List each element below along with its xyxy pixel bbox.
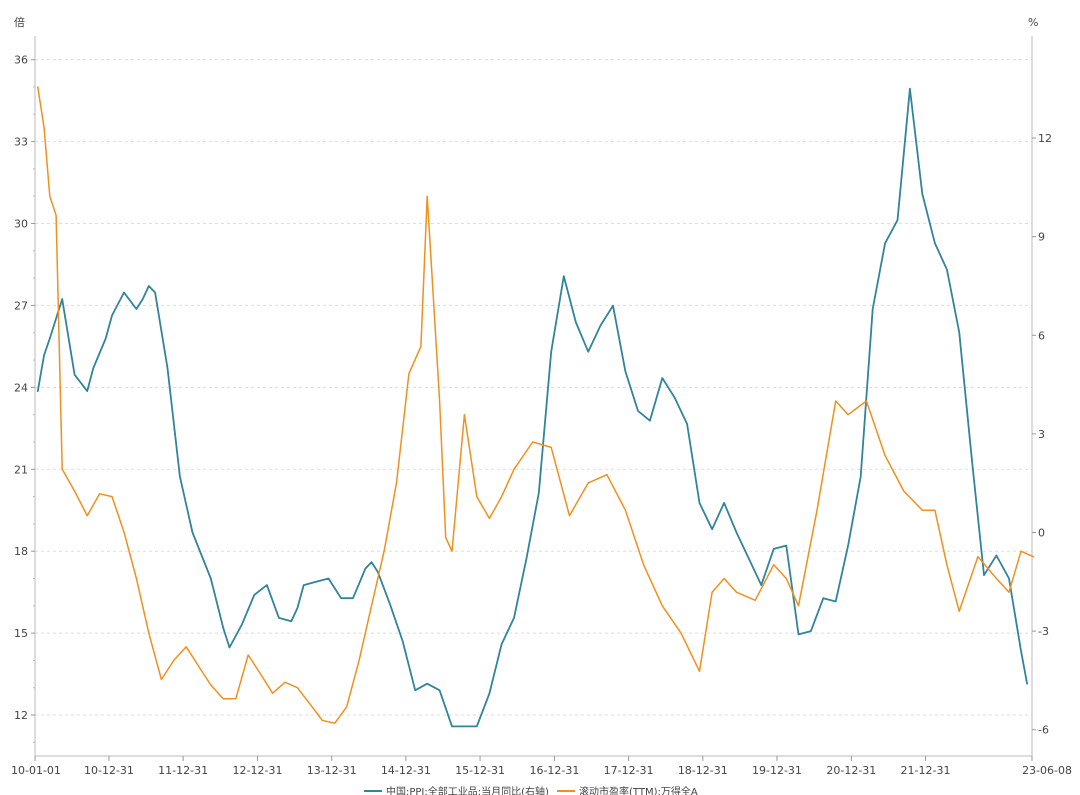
x-tick-label: 21-12-31 <box>901 764 951 777</box>
x-tick-label: 10-12-31 <box>84 764 134 777</box>
y-right-tick-label: -6 <box>1038 724 1049 737</box>
x-tick-label: 13-12-31 <box>307 764 357 777</box>
y-right-tick-label: 12 <box>1038 132 1052 145</box>
series-line-pe <box>37 86 1035 724</box>
x-tick-label: 15-12-31 <box>455 764 505 777</box>
y-right-tick-label: 3 <box>1038 428 1045 441</box>
series-line-ppi <box>36 87 1028 728</box>
y-left-tick-label: 24 <box>14 381 28 394</box>
x-tick-label: 12-12-31 <box>233 764 283 777</box>
y-right-tick-label: -3 <box>1038 625 1049 638</box>
x-tick-label: 23-06-08 <box>1022 764 1072 777</box>
x-tick-label: 17-12-31 <box>604 764 654 777</box>
y-left-tick-label: 15 <box>14 627 28 640</box>
right-axis-unit: % <box>1028 16 1038 29</box>
x-tick-label: 20-12-31 <box>826 764 876 777</box>
legend-label-pe: 滚动市盈率(TTM):万得全A <box>579 785 698 795</box>
grid <box>35 59 1032 716</box>
y-left-tick-label: 33 <box>14 136 28 149</box>
y-right-tick-label: 0 <box>1038 526 1045 539</box>
y-left-tick-label: 36 <box>14 54 28 67</box>
x-tick-label: 19-12-31 <box>752 764 802 777</box>
x-tick-label: 11-12-31 <box>158 764 208 777</box>
y-right-tick-label: 9 <box>1038 231 1045 244</box>
y-left-tick-label: 30 <box>14 218 28 231</box>
legend: 中国:PPI:全部工业品:当月同比(右轴) 滚动市盈率(TTM):万得全A <box>364 785 698 795</box>
x-tick-label: 10-01-01 <box>11 764 61 777</box>
x-tick-label: 14-12-31 <box>381 764 431 777</box>
y-left-tick-label: 27 <box>14 299 28 312</box>
y-right-tick-label: 6 <box>1038 329 1045 342</box>
left-axis-unit: 倍 <box>14 15 25 29</box>
series-layer <box>36 86 1035 728</box>
y-left-tick-label: 21 <box>14 463 28 476</box>
y-left-tick-label: 12 <box>14 709 28 722</box>
x-tick-label: 18-12-31 <box>678 764 728 777</box>
legend-label-ppi: 中国:PPI:全部工业品:当月同比(右轴) <box>386 785 549 795</box>
y-left-tick-label: 18 <box>14 545 28 558</box>
x-tick-label: 16-12-31 <box>529 764 579 777</box>
